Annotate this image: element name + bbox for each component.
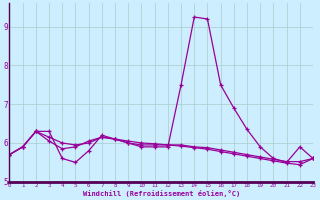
X-axis label: Windchill (Refroidissement éolien,°C): Windchill (Refroidissement éolien,°C) [83,190,240,197]
